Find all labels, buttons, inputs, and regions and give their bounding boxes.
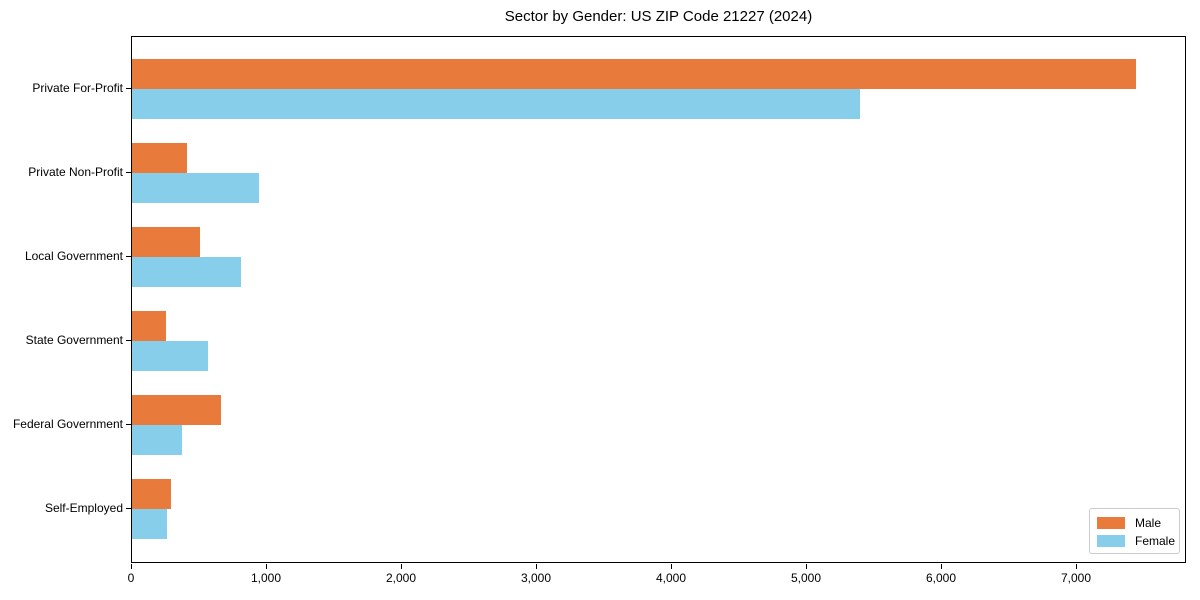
ytick-mark [126, 172, 131, 173]
bar-male-4 [132, 311, 166, 341]
bar-male-5 [132, 395, 222, 425]
ytick-label: Self-Employed [44, 501, 123, 515]
legend-label-female: Female [1135, 533, 1176, 548]
bar-male-1 [132, 59, 1137, 89]
legend: Male Female [1089, 508, 1180, 554]
xtick-mark [941, 564, 942, 569]
bar-male-3 [132, 227, 200, 257]
bar-female-1 [132, 89, 860, 119]
ytick-label: State Government [25, 333, 123, 347]
xtick-mark [131, 564, 132, 569]
plot-area [131, 36, 1186, 563]
xtick-mark [806, 564, 807, 569]
xtick-label: 7,000 [1060, 571, 1092, 585]
ytick-label: Private Non-Profit [28, 165, 123, 179]
ytick-mark [126, 256, 131, 257]
xtick-label: 0 [127, 571, 135, 585]
xtick-label: 4,000 [655, 571, 687, 585]
xtick-label: 1,000 [250, 571, 282, 585]
ytick-mark [126, 340, 131, 341]
ytick-mark [126, 508, 131, 509]
legend-item-male: Male [1097, 515, 1172, 530]
bar-female-2 [132, 173, 259, 203]
male-swatch-icon [1097, 516, 1125, 529]
xtick-label: 3,000 [520, 571, 552, 585]
xtick-mark [401, 564, 402, 569]
xtick-mark [266, 564, 267, 569]
bar-female-3 [132, 257, 242, 287]
bar-male-6 [132, 479, 172, 509]
xtick-mark [536, 564, 537, 569]
ytick-mark [126, 424, 131, 425]
ytick-mark [126, 88, 131, 89]
xtick-label: 5,000 [790, 571, 822, 585]
xtick-mark [1076, 564, 1077, 569]
bar-female-4 [132, 341, 208, 371]
legend-label-male: Male [1135, 515, 1162, 530]
ytick-label: Federal Government [12, 417, 123, 431]
xtick-label: 2,000 [385, 571, 417, 585]
chart-title: Sector by Gender: US ZIP Code 21227 (202… [504, 8, 813, 25]
legend-item-female: Female [1097, 533, 1176, 548]
female-swatch-icon [1097, 534, 1125, 547]
bar-female-6 [132, 509, 168, 539]
xtick-mark [671, 564, 672, 569]
xtick-label: 6,000 [925, 571, 957, 585]
ytick-label: Local Government [24, 249, 123, 263]
bar-female-5 [132, 425, 182, 455]
ytick-label: Private For-Profit [32, 81, 123, 95]
bar-male-2 [132, 143, 188, 173]
